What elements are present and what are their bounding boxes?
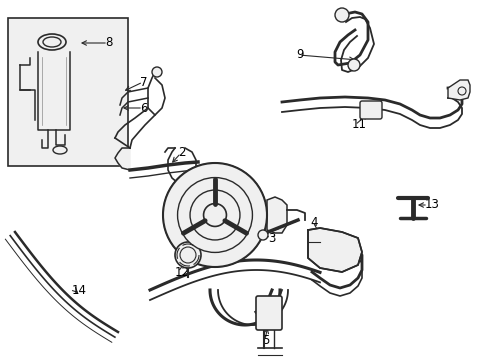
FancyBboxPatch shape [359,101,381,119]
Text: 3: 3 [267,231,275,244]
Ellipse shape [53,146,67,154]
Circle shape [334,8,348,22]
Text: 7: 7 [140,76,147,89]
FancyBboxPatch shape [256,296,282,330]
Circle shape [152,67,162,77]
Circle shape [177,177,252,252]
Polygon shape [307,228,361,272]
Circle shape [347,59,359,71]
Bar [8,18,128,166]
Polygon shape [447,80,469,100]
Polygon shape [115,148,130,170]
Text: 13: 13 [424,198,439,211]
Circle shape [190,190,240,240]
Text: 5: 5 [262,333,269,346]
Text: 8: 8 [105,36,112,49]
Circle shape [258,230,267,240]
Text: 10: 10 [187,192,203,204]
Ellipse shape [43,37,61,47]
Text: 12: 12 [175,266,190,279]
Circle shape [167,167,263,263]
Text: 9: 9 [295,49,303,62]
Text: 14: 14 [72,284,87,297]
Text: 4: 4 [309,216,317,229]
Circle shape [171,171,259,259]
Text: 11: 11 [351,118,366,131]
Circle shape [163,163,266,267]
Polygon shape [266,197,286,233]
Text: 6: 6 [140,102,147,114]
Ellipse shape [38,34,66,50]
Circle shape [163,163,266,267]
Text: 2: 2 [178,147,185,159]
Text: 1: 1 [267,207,275,220]
Circle shape [457,87,465,95]
Circle shape [175,242,201,268]
Circle shape [180,247,196,263]
Circle shape [203,203,226,226]
